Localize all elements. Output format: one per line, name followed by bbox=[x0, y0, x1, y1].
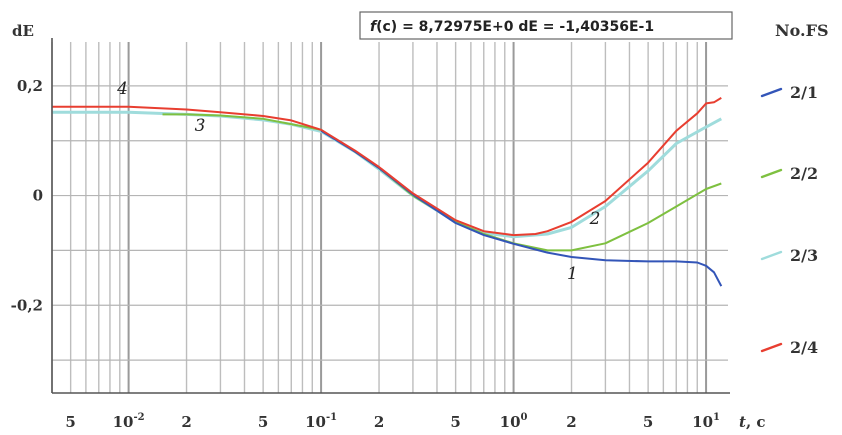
curve-label: 1 bbox=[567, 264, 578, 284]
legend-label: 2/2 bbox=[790, 164, 818, 183]
legend-swatch bbox=[760, 250, 783, 261]
annotation-text: f(c) = 8,72975E+0 dE = -1,40356E-1 bbox=[370, 19, 654, 35]
series-layer bbox=[52, 97, 723, 287]
legend-label: 2/1 bbox=[790, 83, 818, 102]
legend-label: 2/3 bbox=[790, 246, 818, 265]
labels-layer: 0,2 0 -0,2 5 10-2 2 5 10-1 2 5 100 2 5 101 4 3 2 1 bbox=[11, 77, 720, 431]
y-tick-label: -0,2 bbox=[11, 296, 43, 314]
x-tick-label: 5 bbox=[65, 413, 75, 431]
legend-swatch bbox=[760, 87, 783, 98]
x-tick-label: 2 bbox=[566, 413, 576, 431]
x-tick-label: 5 bbox=[643, 413, 653, 431]
axes bbox=[51, 38, 730, 394]
x-tick-label: 10-2 bbox=[113, 412, 145, 431]
grid bbox=[51, 42, 728, 393]
x-tick-label: 2 bbox=[181, 413, 191, 431]
x-tick-label: 2 bbox=[374, 413, 384, 431]
x-tick-label: 10-1 bbox=[305, 412, 337, 431]
x-tick-label: 100 bbox=[500, 412, 528, 431]
legend-label: 2/4 bbox=[790, 338, 818, 357]
y-axis-label: dE bbox=[12, 22, 34, 40]
series-line-2-2 bbox=[162, 113, 722, 252]
y-tick-label: 0,2 bbox=[17, 77, 43, 95]
annotation-box: f(c) = 8,72975E+0 dE = -1,40356E-1 bbox=[359, 11, 733, 40]
curve-label: 2 bbox=[589, 209, 601, 229]
x-tick-label: 101 bbox=[692, 412, 720, 431]
x-tick-label: 5 bbox=[450, 413, 460, 431]
legend-swatch bbox=[760, 168, 783, 179]
x-axis-label: t, c bbox=[739, 413, 766, 431]
x-tick-label: 5 bbox=[258, 413, 268, 431]
series-line-2-4 bbox=[52, 97, 722, 237]
series-line-2-1 bbox=[320, 129, 723, 287]
y-tick-label: 0 bbox=[33, 187, 43, 205]
legend-title: No.FS bbox=[775, 21, 829, 40]
curve-label: 4 bbox=[116, 79, 128, 99]
legend-swatch bbox=[760, 342, 783, 353]
legend: No.FS 2/1 2/2 2/3 2/4 bbox=[760, 21, 829, 357]
curve-label: 3 bbox=[195, 116, 206, 136]
